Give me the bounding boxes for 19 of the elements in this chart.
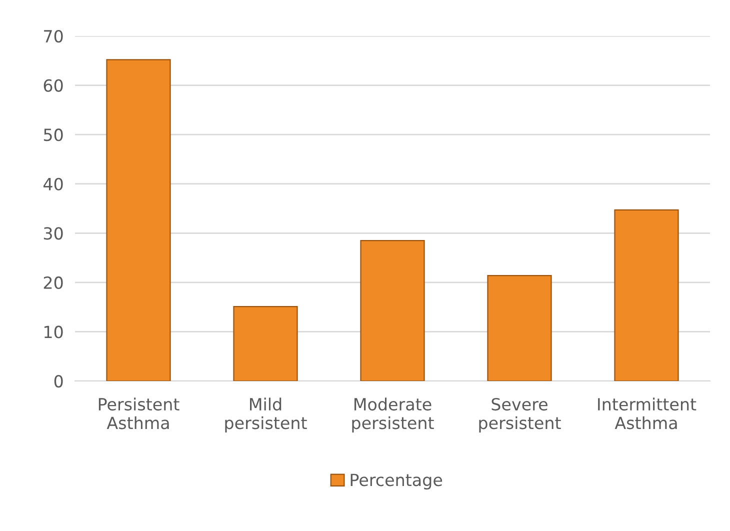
bar — [106, 59, 171, 381]
bar — [360, 240, 425, 381]
y-tick-label: 0 — [54, 374, 63, 388]
x-tick-label: Severe persistent — [479, 398, 561, 432]
y-tick-label: 40 — [43, 178, 63, 190]
y-tick-label: 70 — [44, 30, 63, 43]
bar — [233, 306, 298, 381]
y-tick-label: 50 — [44, 128, 63, 142]
legend-label: Percentage — [350, 474, 442, 490]
x-tick-label: Persistent Asthma — [98, 398, 180, 430]
y-tick-label: 30 — [44, 227, 63, 240]
y-tick-label: 20 — [44, 276, 63, 289]
x-tick-label: Intermittent Asthma — [598, 398, 696, 430]
x-tick-label: Mild persistent — [225, 398, 307, 432]
y-tick-label: 10 — [44, 326, 63, 338]
bar — [487, 274, 552, 381]
x-tick-label: Moderate persistent — [352, 398, 434, 432]
bar — [614, 209, 679, 381]
y-tick-label: 60 — [44, 79, 63, 92]
